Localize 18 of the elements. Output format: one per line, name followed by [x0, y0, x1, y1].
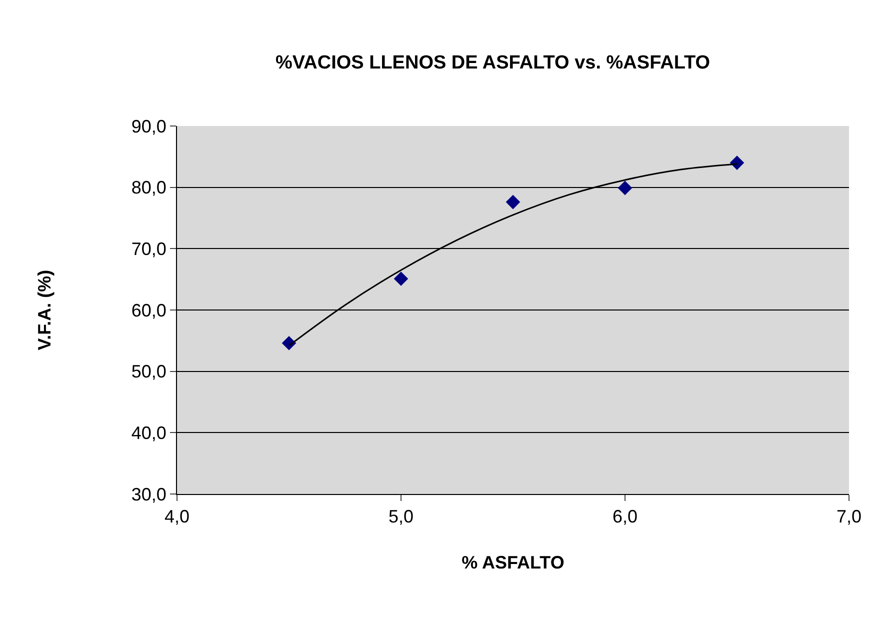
y-tick-label: 80,0	[131, 178, 166, 198]
x-tick-label: 7,0	[836, 506, 862, 527]
chart-title: %VACIOS LLENOS DE ASFALTO vs. %ASFALTO	[275, 52, 710, 74]
y-axis-title: V.F.A. (%)	[34, 270, 55, 350]
y-tick-label: 90,0	[131, 116, 166, 136]
y-tick-label: 70,0	[131, 238, 166, 259]
point	[506, 194, 520, 210]
point	[618, 180, 632, 196]
y-tick-label: 30,0	[131, 484, 166, 504]
y-tick-label: 40,0	[131, 422, 166, 443]
x-tick-label: 4,0	[164, 506, 190, 527]
y-tick-label: 50,0	[131, 362, 166, 382]
point	[282, 336, 296, 350]
x-axis-title: % ASFALTO	[462, 552, 564, 573]
y-tick-label: 60,0	[131, 300, 166, 320]
x-tick-label: 5,0	[388, 506, 414, 527]
x-tick-label: 6,0	[612, 506, 638, 527]
point	[394, 272, 408, 286]
